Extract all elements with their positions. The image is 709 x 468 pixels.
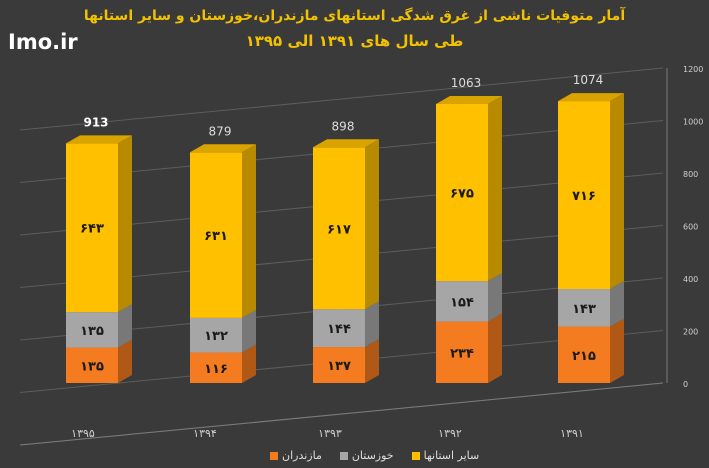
total-label: 913 <box>83 115 108 129</box>
bar-side <box>488 273 502 322</box>
bar-side <box>610 281 624 327</box>
legend-swatch <box>411 451 420 460</box>
x-tick-label: ۱۳۹۱ <box>560 427 584 440</box>
bar-segment <box>436 103 488 282</box>
data-label: ۶۱۷ <box>327 222 351 237</box>
bar-segment <box>313 147 365 310</box>
y-tick-label: 200 <box>683 328 698 337</box>
bar-segment <box>313 347 365 383</box>
legend-swatch <box>339 451 348 460</box>
bar-segment <box>436 281 488 322</box>
legend-item: خوزستان <box>339 449 394 462</box>
x-tick-label: ۱۳۹۴ <box>193 427 217 440</box>
bar-segment <box>313 309 365 348</box>
gridline <box>19 67 664 131</box>
legend-label: سایر استانها <box>423 449 480 462</box>
bar-segment <box>66 347 118 383</box>
chart-subtitle: طی سال های ۱۳۹۱ الی ۱۳۹۵ <box>245 32 464 50</box>
data-label: ۱۴۴ <box>327 322 351 337</box>
bar-top <box>558 93 624 102</box>
bar-side <box>242 144 256 318</box>
total-label: 879 <box>209 124 232 138</box>
legend-item: مازندران <box>270 449 322 462</box>
bar-side <box>488 95 502 282</box>
y-tick-label: 800 <box>683 170 698 179</box>
x-tick-label: ۱۳۹۵ <box>71 427 95 440</box>
legend-item: سایر استانها <box>411 449 480 462</box>
bar-segment <box>558 101 610 290</box>
data-label: ۱۴۳ <box>572 302 596 317</box>
legend-swatch <box>270 451 278 460</box>
bar-side <box>242 344 256 383</box>
x-axis: ۱۳۹۵ ۱۳۹۴ ۱۳۹۳ ۱۳۹۲ ۱۳۹۱ <box>71 427 584 440</box>
bar-segment <box>436 321 488 383</box>
y-tick-label: 400 <box>683 275 698 284</box>
y-tick-label: 0 <box>683 380 688 389</box>
bar-top <box>436 95 502 104</box>
bar-side <box>610 93 624 290</box>
bar-segment <box>558 326 610 383</box>
floor-line <box>19 382 664 446</box>
y-axis: 0 200 400 600 800 1000 1200 <box>666 65 703 389</box>
chart-title: آمار متوفیات ناشی از غرق شدگی استانهای م… <box>83 8 626 24</box>
bar-top <box>66 135 132 144</box>
bars <box>66 93 624 383</box>
legend: مازندران خوزستان سایر استانها <box>270 449 479 462</box>
data-label: ۶۴۳ <box>80 222 104 237</box>
bar-segment <box>66 312 118 348</box>
legend-label: مازندران <box>282 449 322 462</box>
data-label: ۷۱۶ <box>572 189 596 204</box>
bar-side <box>118 304 132 348</box>
bar-side <box>118 135 132 313</box>
bar-side <box>365 301 379 348</box>
data-label: ۲۳۴ <box>450 346 474 361</box>
bar-segment <box>558 289 610 327</box>
data-label: ۶۳۱ <box>204 229 228 244</box>
data-label: ۱۳۵ <box>80 324 104 339</box>
bar-segment <box>190 317 242 353</box>
data-label: ۶۷۵ <box>450 187 474 202</box>
legend-label: خوزستان <box>351 449 394 462</box>
data-label: ۱۳۲ <box>204 329 228 344</box>
data-labels: ۱۳۵ ۱۳۵ ۶۴۳ 913 ۱۱۶ ۱۳۲ ۶۳۱ 879 ۱۳۷ ۱۴۴ ۶۱۷ 898 ۲۳۴ ۱… <box>80 73 603 377</box>
bar-side <box>488 313 502 383</box>
bar-side <box>242 309 256 353</box>
bar-side <box>365 139 379 310</box>
total-label: 1063 <box>451 76 482 90</box>
total-label: 898 <box>332 119 355 133</box>
bar-side <box>365 339 379 383</box>
data-label: ۱۳۵ <box>80 359 104 374</box>
bar-top <box>190 144 256 153</box>
y-tick-label: 1200 <box>683 65 703 74</box>
y-tick-label: 1000 <box>683 118 703 127</box>
data-label: ۱۵۴ <box>450 295 474 310</box>
x-tick-label: ۱۳۹۲ <box>438 427 462 440</box>
data-label: ۲۱۵ <box>572 349 596 364</box>
bar-segment <box>190 152 242 318</box>
x-tick-label: ۱۳۹۳ <box>318 427 342 440</box>
bar-side <box>610 318 624 383</box>
bar-side <box>118 339 132 383</box>
bar-segment <box>66 143 118 313</box>
data-label: ۱۱۶ <box>204 362 228 377</box>
bar-top <box>313 139 379 148</box>
data-label: ۱۳۷ <box>327 359 351 374</box>
watermark-logo: Imo.ir <box>8 30 78 54</box>
total-label: 1074 <box>573 73 604 87</box>
bar-segment <box>190 352 242 383</box>
y-tick-label: 600 <box>683 223 698 232</box>
